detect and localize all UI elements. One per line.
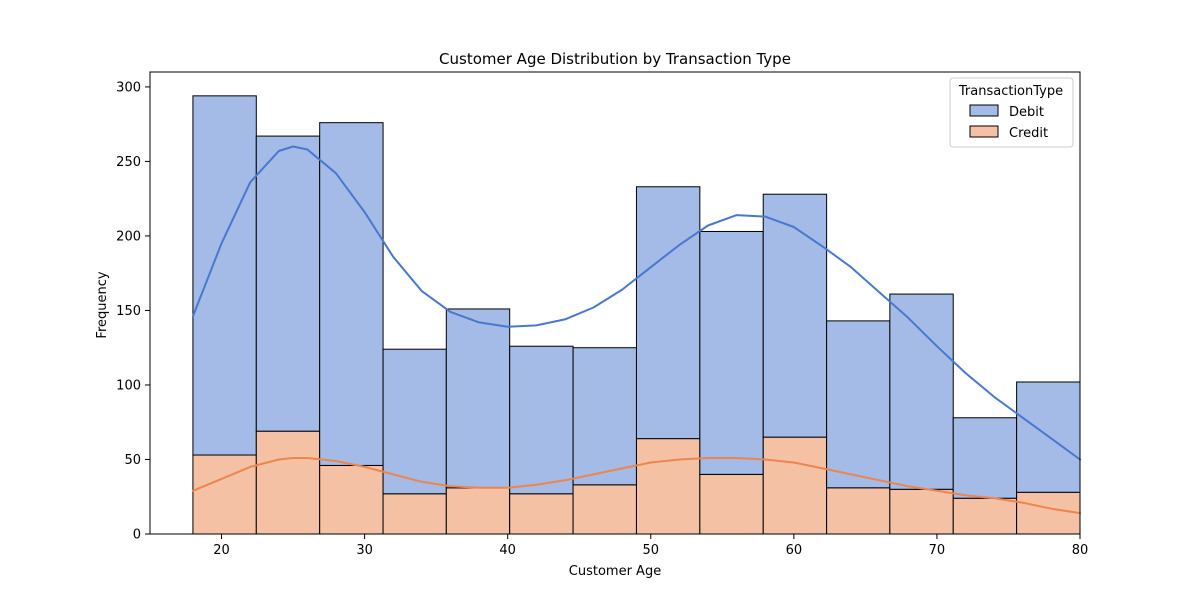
bar-debit-2	[319, 122, 384, 466]
bar-credit-9	[762, 436, 828, 535]
chart-title: Customer Age Distribution by Transaction…	[439, 50, 791, 68]
bar-credit-4	[445, 487, 511, 535]
x-axis: 20 30 40 50 60 70 80	[213, 534, 1088, 558]
y-tick-label-300: 300	[116, 80, 141, 95]
bar-debit-10	[826, 320, 891, 489]
bar-debit-12	[952, 417, 1018, 499]
x-tick-label-50: 50	[642, 543, 659, 558]
bar-credit-1	[255, 430, 321, 535]
legend-label-debit: Debit	[1009, 105, 1044, 120]
kde-line-debit	[191, 145, 1081, 461]
bar-credit-0	[192, 454, 257, 535]
y-tick-label-100: 100	[116, 378, 141, 393]
bar-credit-5	[509, 493, 574, 535]
bar-credit-7	[635, 438, 701, 535]
y-tick-label-0: 0	[133, 528, 141, 543]
x-tick-label-60: 60	[786, 543, 803, 558]
bar-debit-4	[445, 308, 511, 489]
bar-debit-3	[382, 348, 447, 495]
bar-credit-8	[699, 473, 764, 535]
plot-frame	[149, 71, 1081, 535]
bar-debit-1	[255, 135, 321, 432]
legend-label-credit: Credit	[1009, 126, 1048, 141]
bar-debit-0	[192, 95, 257, 456]
bar-credit-6	[572, 484, 637, 535]
bar-debit-11	[889, 293, 954, 490]
legend-swatch-credit	[969, 125, 999, 138]
y-axis-label: Frequency	[95, 271, 110, 338]
x-tick-label-20: 20	[213, 543, 230, 558]
bar-credit-10	[826, 487, 891, 535]
bar-debit-9	[762, 193, 828, 438]
kde-line-credit	[191, 457, 1081, 515]
bar-debit-7	[635, 186, 701, 440]
bar-credit-11	[889, 488, 954, 535]
y-tick-label-150: 150	[116, 304, 141, 319]
y-tick-label-50: 50	[124, 453, 141, 468]
bar-credit-13	[1016, 491, 1081, 535]
x-tick-label-80: 80	[1072, 543, 1089, 558]
bar-debit-8	[699, 230, 764, 475]
plot-area	[149, 71, 1081, 535]
bar-debit-5	[509, 345, 574, 495]
y-tick-label-200: 200	[116, 229, 141, 244]
kde-lines-group	[191, 145, 1081, 515]
x-tick-label-40: 40	[499, 543, 516, 558]
x-axis-label: Customer Age	[569, 564, 661, 579]
bar-credit-2	[319, 464, 384, 535]
legend-title: TransactionType	[958, 84, 1063, 99]
legend-swatch-debit	[969, 104, 999, 117]
bar-debit-6	[572, 347, 637, 486]
legend: TransactionType Debit Credit	[949, 77, 1074, 148]
x-tick-label-30: 30	[356, 543, 373, 558]
y-tick-label-250: 250	[116, 155, 141, 170]
bars-group	[192, 95, 1081, 535]
bar-credit-3	[382, 493, 447, 535]
x-tick-label-70: 70	[929, 543, 946, 558]
y-axis: 0 50 100 150 200 250 300	[116, 80, 150, 543]
bar-credit-12	[952, 497, 1018, 535]
